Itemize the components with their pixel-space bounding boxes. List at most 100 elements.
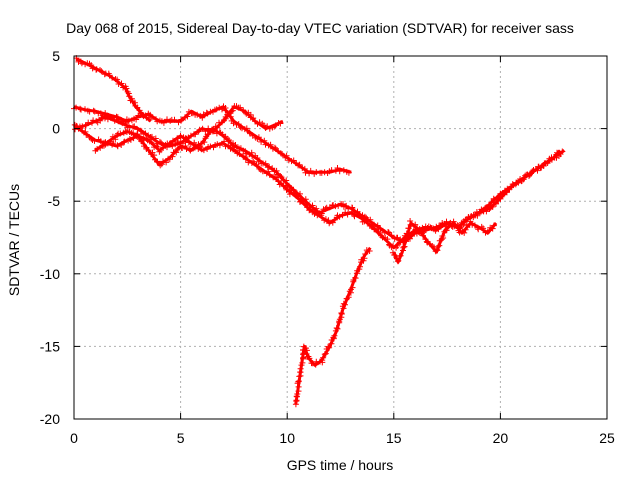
data-point (366, 248, 373, 254)
data-point (199, 114, 206, 121)
plot-frame (73, 55, 608, 420)
data-point (309, 360, 316, 367)
data-point (403, 230, 410, 237)
data-point (527, 171, 533, 178)
data-point (451, 221, 458, 228)
data-point (93, 66, 100, 73)
data-point (163, 159, 170, 166)
data-point (178, 117, 184, 124)
data-point (77, 105, 84, 112)
data-point (340, 300, 347, 307)
data-point (235, 121, 242, 128)
data-point (283, 177, 290, 184)
data-point (89, 65, 96, 72)
data-point (214, 141, 221, 148)
data-point (154, 159, 161, 165)
data-point (306, 207, 313, 214)
y-tick-label: -10 (40, 266, 60, 282)
data-point (333, 325, 340, 331)
data-point (362, 251, 369, 257)
data-point (325, 343, 332, 350)
data-point (374, 222, 381, 229)
data-point (187, 132, 194, 139)
data-point (307, 167, 314, 174)
data-point (83, 131, 90, 138)
data-point (487, 202, 494, 209)
series-arc-6 (292, 246, 373, 408)
data-point (243, 125, 250, 132)
data-point (88, 135, 95, 142)
data-point (391, 252, 398, 258)
data-point (90, 107, 97, 114)
data-point (182, 143, 189, 149)
data-point (90, 117, 97, 124)
data-point (325, 217, 332, 224)
data-point (367, 216, 374, 223)
data-point (345, 169, 352, 176)
data-point (294, 391, 301, 397)
data-point (266, 125, 273, 132)
data-point (357, 263, 363, 270)
x-tick-label: 5 (177, 430, 185, 446)
data-point (336, 168, 343, 175)
data-point (490, 222, 497, 229)
data-point (145, 147, 152, 154)
data-point (108, 114, 115, 121)
data-point (535, 163, 542, 170)
data-point (196, 126, 203, 133)
data-point (271, 144, 278, 151)
data-point (331, 332, 338, 339)
data-point (435, 243, 442, 250)
data-point (472, 211, 479, 218)
data-point (283, 152, 290, 159)
y-axis-label: SDTVAR / TECUs (6, 183, 22, 297)
data-point (160, 119, 167, 126)
data-point (541, 160, 548, 167)
data-point (229, 107, 236, 114)
data-point (467, 218, 474, 225)
data-point (559, 148, 566, 155)
data-point (250, 158, 257, 165)
data-point (529, 168, 536, 175)
data-point (491, 196, 498, 203)
grid-lines (74, 56, 607, 419)
data-point (354, 208, 361, 215)
data-point (154, 144, 161, 150)
data-point (88, 62, 95, 69)
data-point (230, 146, 237, 153)
data-point (359, 215, 366, 221)
data-point (342, 301, 348, 308)
data-point (550, 154, 557, 160)
data-point (410, 229, 417, 236)
data-point (348, 208, 355, 215)
data-point (261, 137, 268, 144)
data-point (126, 136, 133, 142)
data-point (397, 236, 404, 243)
data-point (198, 140, 205, 147)
data-point (520, 176, 527, 183)
data-point (435, 226, 442, 233)
data-point (312, 361, 319, 368)
data-point (114, 132, 121, 138)
data-point (295, 383, 302, 390)
data-point (122, 128, 129, 135)
data-point (259, 168, 266, 175)
data-point (225, 142, 232, 149)
data-point (277, 173, 284, 179)
x-tick-label: 20 (493, 430, 509, 446)
data-point (290, 157, 297, 164)
data-point (151, 152, 158, 159)
data-point (286, 191, 293, 198)
data-point (394, 242, 401, 249)
chart-title: Day 068 of 2015, Sidereal Day-to-day VTE… (66, 20, 574, 36)
data-point (295, 193, 302, 200)
data-point (462, 226, 469, 233)
data-point (192, 131, 199, 138)
data-point (114, 76, 121, 83)
data-point (363, 247, 370, 254)
data-point (273, 174, 280, 181)
data-point (443, 227, 450, 234)
data-point (482, 205, 489, 212)
data-point (101, 142, 107, 149)
data-point (318, 212, 325, 219)
